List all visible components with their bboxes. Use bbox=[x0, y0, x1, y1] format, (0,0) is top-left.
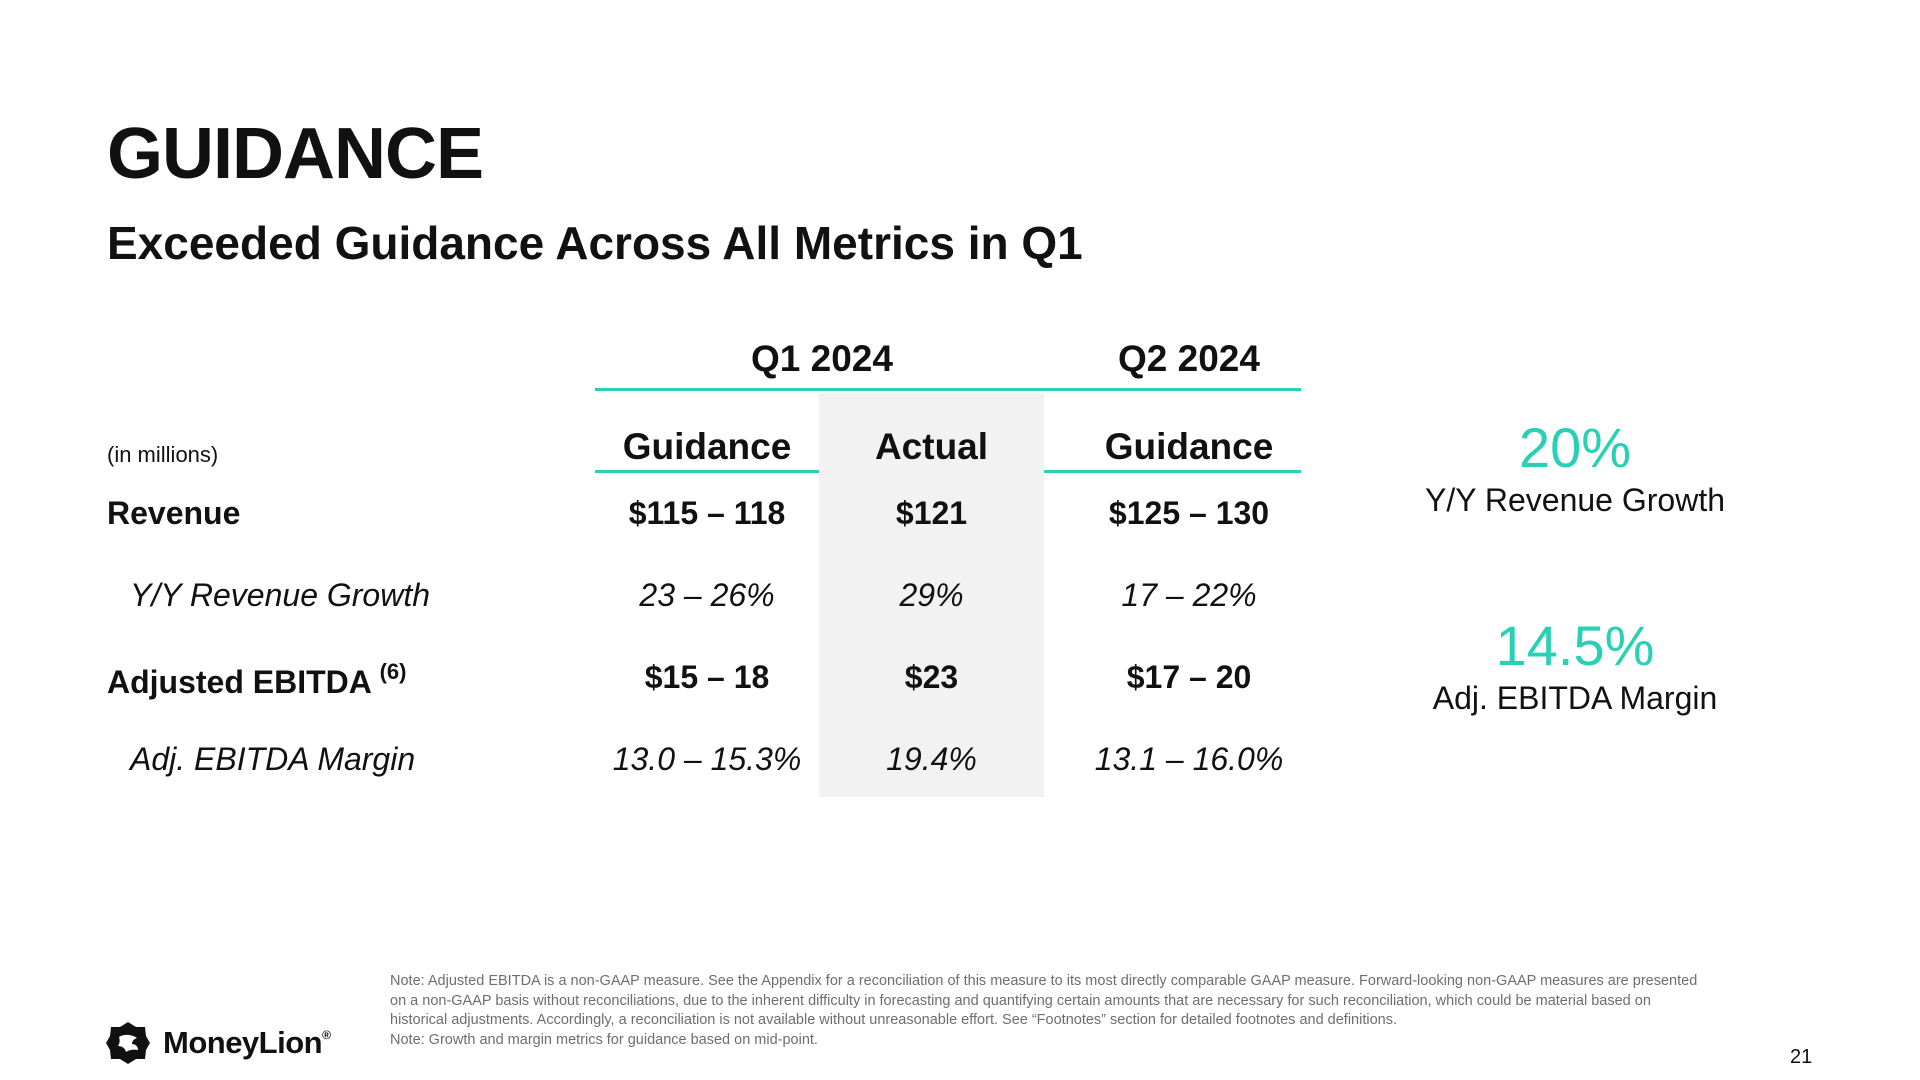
lion-head-icon bbox=[106, 1022, 150, 1064]
cell-revenue-q1-actual: $121 bbox=[895, 495, 968, 531]
period-header-rule bbox=[595, 388, 1301, 391]
row-label-revenue: Revenue bbox=[107, 495, 241, 531]
moneylion-logo: MoneyLion® bbox=[105, 1020, 331, 1066]
cell-margin-q1-guidance: 13.0 – 15.3% bbox=[612, 741, 802, 777]
footnote: Note: Adjusted EBITDA is a non-GAAP meas… bbox=[390, 972, 1710, 1050]
cell-revenue-q1-guidance: $115 – 118 bbox=[628, 495, 786, 531]
row-label-ebitda-margin: Adj. EBITDA Margin bbox=[130, 741, 416, 777]
period-header-q2: Q2 2024 bbox=[1118, 338, 1260, 379]
page-number: 21 bbox=[1790, 1046, 1813, 1068]
kpi-revenue-growth-label: Y/Y Revenue Growth bbox=[1424, 482, 1725, 518]
row-label-revenue-growth: Y/Y Revenue Growth bbox=[130, 577, 431, 613]
row-label-adjusted-ebitda: Adjusted EBITDA (6) bbox=[107, 659, 407, 700]
column-header-q1-guidance: Guidance bbox=[622, 426, 792, 467]
cell-growth-q2-guidance: 17 – 22% bbox=[1121, 577, 1257, 613]
units-note: (in millions) bbox=[107, 442, 219, 467]
kpi-revenue-growth-value: 20% bbox=[1518, 416, 1632, 479]
period-header-q1: Q1 2024 bbox=[751, 338, 893, 379]
column-header-q1-actual: Actual bbox=[874, 426, 989, 467]
page-subtitle: Exceeded Guidance Across All Metrics in … bbox=[107, 217, 1083, 269]
cell-growth-q1-actual: 29% bbox=[899, 577, 964, 613]
cell-ebitda-q2-guidance: $17 – 20 bbox=[1126, 659, 1252, 695]
cell-growth-q1-guidance: 23 – 26% bbox=[639, 577, 775, 613]
kpi-ebitda-margin-value: 14.5% bbox=[1495, 614, 1655, 677]
column-header-rule-left bbox=[595, 470, 819, 473]
page-title: GUIDANCE bbox=[107, 114, 484, 194]
registered-mark: ® bbox=[322, 1028, 331, 1042]
actual-column-highlight bbox=[819, 393, 1044, 797]
brand-name: MoneyLion bbox=[163, 1025, 323, 1060]
cell-ebitda-q1-guidance: $15 – 18 bbox=[644, 659, 770, 695]
row-label-adjusted-ebitda-text: Adjusted EBITDA bbox=[107, 664, 371, 700]
column-header-q2-guidance: Guidance bbox=[1104, 426, 1274, 467]
cell-margin-q2-guidance: 13.1 – 16.0% bbox=[1094, 741, 1284, 777]
kpi-ebitda-margin-label: Adj. EBITDA Margin bbox=[1432, 680, 1718, 716]
footnote-line-1: Note: Adjusted EBITDA is a non-GAAP meas… bbox=[390, 973, 1698, 1028]
footnote-ref: (6) bbox=[379, 659, 407, 684]
cell-revenue-q2-guidance: $125 – 130 bbox=[1108, 495, 1270, 531]
footnote-line-2: Note: Growth and margin metrics for guid… bbox=[390, 1031, 818, 1048]
cell-margin-q1-actual: 19.4% bbox=[886, 741, 977, 777]
cell-ebitda-q1-actual: $23 bbox=[904, 659, 959, 695]
column-header-rule-right bbox=[1044, 470, 1301, 473]
brand-wordmark: MoneyLion® bbox=[163, 1025, 331, 1061]
